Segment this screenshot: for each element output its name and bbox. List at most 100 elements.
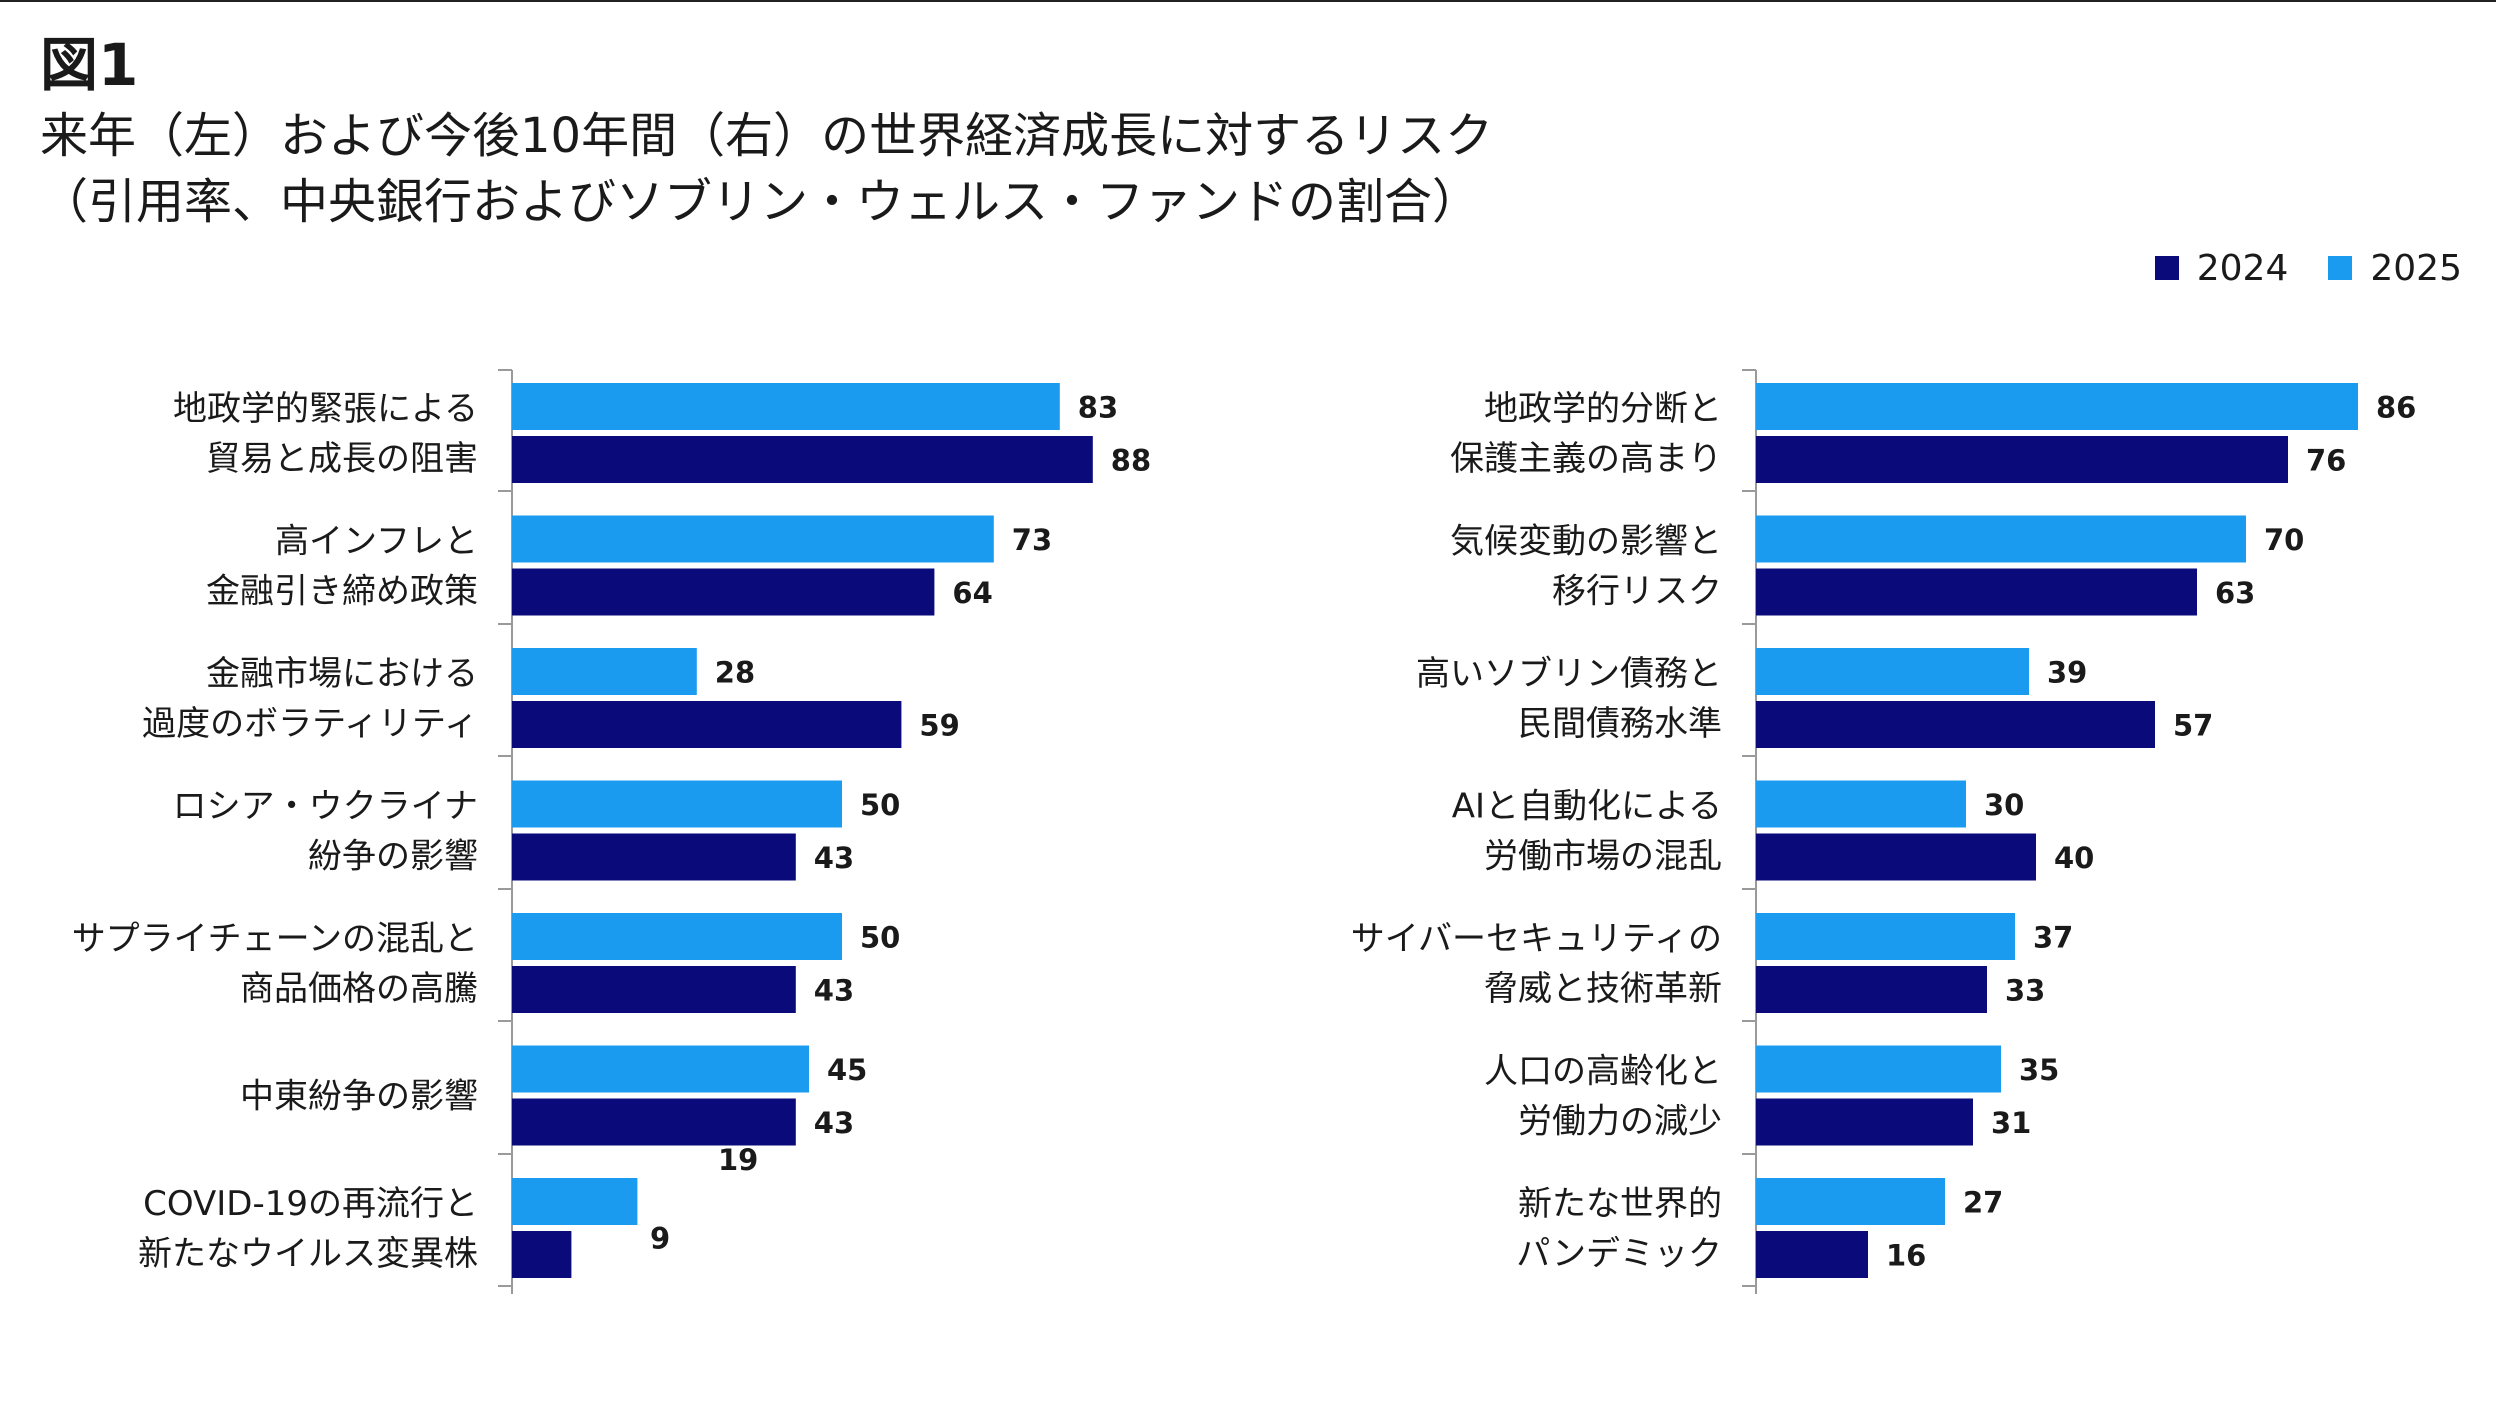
right-value-label-2024: 16 [1886, 1239, 1926, 1273]
legend-swatch-2024 [2154, 256, 2179, 280]
left-bar-2024 [512, 436, 1093, 483]
left-bar-2025 [512, 383, 1060, 430]
left-category-label-line: サプライチェーンの混乱と [72, 919, 478, 959]
right-category-label-line: 人口の高齢化と [1484, 1052, 1722, 1092]
left-value-label-2025: 28 [715, 656, 755, 690]
right-category-label: 新たな世界的パンデミック [1516, 1184, 1722, 1274]
top-rule [0, 0, 2496, 2]
right-category-label-line: 移行リスク [1552, 572, 1722, 612]
left-category-label-line: ロシア・ウクライナ [173, 787, 478, 827]
left-category-label-line: 金融引き締め政策 [206, 572, 478, 612]
figure-label: 図1 [40, 31, 139, 99]
left-bar-2024 [512, 1231, 572, 1278]
right-category-label-line: 気候変動の影響と [1450, 522, 1722, 562]
left-category-label-line: 貿易と成長の阻害 [206, 439, 478, 479]
left-bar-2025 [512, 913, 842, 960]
right-bar-2024 [1756, 436, 2288, 483]
left-value-label-2024: 43 [814, 1106, 854, 1140]
left-category-label: サプライチェーンの混乱と商品価格の高騰 [72, 919, 478, 1009]
right-category-label-line: AIと自動化による [1452, 787, 1722, 827]
right-category-label: サイバーセキュリティの脅威と技術革新 [1351, 919, 1722, 1009]
right-value-label-2025: 30 [1984, 788, 2024, 822]
left-category-label: COVID-19の再流行と新たなウイルス変異株 [138, 1184, 478, 1274]
left-bar-2024 [512, 568, 935, 616]
right-value-label-2024: 31 [1991, 1106, 2031, 1140]
legend-swatch-2025 [2328, 256, 2353, 280]
left-bar-2024 [512, 1098, 796, 1146]
left-category-label: 高インフレと金融引き締め政策 [206, 522, 478, 612]
left-bar-2025 [512, 780, 842, 828]
right-value-label-2025: 37 [2033, 921, 2073, 955]
left-category-label: 中東紛争の影響 [240, 1077, 478, 1117]
left-value-label-2024: 43 [814, 841, 854, 875]
left-value-label-2025: 45 [827, 1053, 867, 1087]
right-category-label-line: サイバーセキュリティの [1351, 919, 1722, 959]
right-value-label-2025: 86 [2376, 391, 2416, 425]
right-category-label-line: 地政学的分断と [1484, 389, 1722, 429]
left-category-label-line: 紛争の影響 [308, 837, 478, 877]
left-value-label-2025: 50 [860, 788, 900, 822]
right-value-label-2025: 39 [2047, 656, 2087, 690]
left-category-label-line: 過度のボラティリティ [142, 704, 478, 744]
right-bar-2025 [1756, 1178, 1945, 1225]
right-value-label-2025: 70 [2264, 523, 2304, 557]
right-value-label-2024: 33 [2005, 974, 2045, 1008]
right-bar-2024 [1756, 966, 1987, 1013]
left-value-label-2025: 50 [860, 921, 900, 955]
right-bar-2025 [1756, 648, 2029, 695]
left-category-label-line: COVID-19の再流行と [143, 1184, 478, 1224]
left-category-label: ロシア・ウクライナ紛争の影響 [173, 787, 478, 877]
right-category-label: 高いソブリン債務と民間債務水準 [1416, 654, 1722, 744]
left-value-label-2024: 43 [814, 974, 854, 1008]
right-value-label-2025: 35 [2019, 1053, 2059, 1087]
left-category-label-line: 金融市場における [206, 654, 478, 694]
left-value-label-2024: 59 [919, 709, 959, 743]
left-value-label-2024: 64 [952, 576, 992, 610]
left-bar-2025 [512, 515, 994, 563]
left-bar-2024 [512, 833, 796, 881]
left-bar-2025 [512, 648, 697, 695]
right-category-label-line: 労働力の減少 [1518, 1102, 1722, 1142]
right-bar-2024 [1756, 1098, 1973, 1146]
right-value-label-2025: 27 [1963, 1186, 2003, 1220]
left-category-label-line: 高インフレと [275, 522, 478, 562]
left-category-label-line: 商品価格の高騰 [240, 969, 478, 1009]
chart-subtitle: （引用率、中央銀行およびソブリン・ウェルス・ファンドの割合） [40, 174, 1481, 230]
left-category-label-line: 地政学的緊張による [173, 389, 478, 429]
left-bar-2025 [512, 1045, 809, 1093]
right-category-label-line: 新たな世界的 [1518, 1184, 1722, 1224]
left-value-label-2025: 73 [1012, 523, 1052, 557]
left-category-label: 地政学的緊張による貿易と成長の阻害 [173, 389, 478, 479]
right-bar-2025 [1756, 780, 1966, 828]
left-category-label: 金融市場における過度のボラティリティ [142, 654, 478, 744]
right-bar-2024 [1756, 1231, 1868, 1278]
right-value-label-2024: 40 [2054, 841, 2094, 875]
right-category-label-line: パンデミック [1516, 1234, 1722, 1274]
right-value-label-2024: 76 [2306, 444, 2346, 478]
legend-item-2025: 2025 [2328, 248, 2462, 289]
left-value-label-2025: 19 [718, 1143, 758, 1177]
right-bar-2025 [1756, 913, 2015, 960]
left-value-label-2024: 9 [650, 1222, 670, 1256]
right-category-label: 人口の高齢化と労働力の減少 [1484, 1052, 1722, 1142]
left-bar-2024 [512, 966, 796, 1013]
right-category-label-line: 労働市場の混乱 [1484, 837, 1722, 877]
chart-title: 来年（左）および今後10年間（右）の世界経済成長に対するリスク [40, 108, 1494, 164]
right-category-label: 地政学的分断と保護主義の高まり [1450, 389, 1722, 479]
left-bar-2024 [512, 701, 902, 748]
left-bar-2025 [512, 1178, 638, 1225]
legend-item-2024: 2024 [2154, 247, 2289, 289]
right-bar-2025 [1756, 515, 2246, 563]
right-category-label-line: 脅威と技術革新 [1484, 969, 1722, 1009]
left-value-label-2025: 83 [1078, 391, 1118, 425]
right-bar-2024 [1756, 568, 2197, 616]
right-category-label: AIと自動化による労働市場の混乱 [1452, 787, 1722, 877]
right-category-label-line: 保護主義の高まり [1450, 439, 1722, 479]
left-value-label-2024: 88 [1111, 444, 1151, 478]
legend-label-2024: 2024 [2196, 247, 2289, 289]
right-bar-2024 [1756, 833, 2036, 881]
right-bar-2024 [1756, 701, 2155, 748]
legend-label-2025: 2025 [2370, 247, 2462, 289]
right-category-label-line: 高いソブリン債務と [1416, 654, 1722, 694]
